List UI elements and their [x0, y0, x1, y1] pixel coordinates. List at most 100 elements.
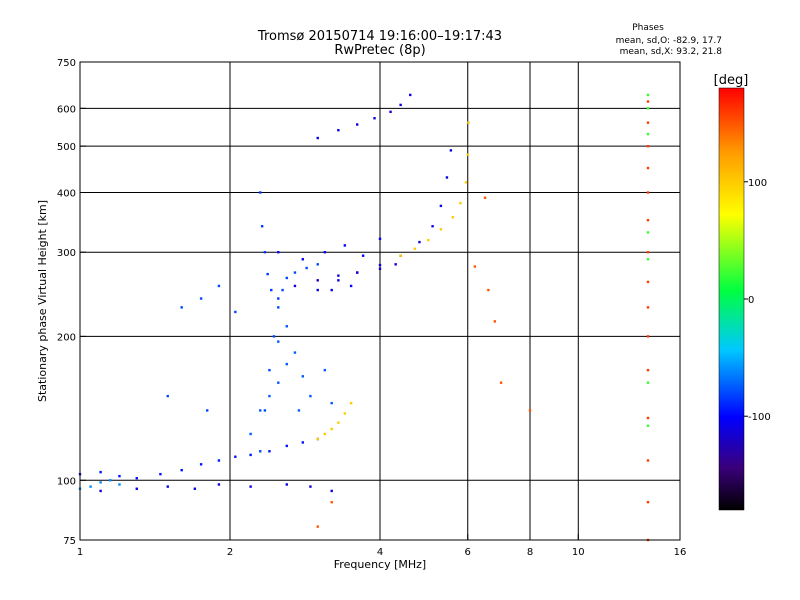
- y-axis-label: Stationary phase Virtual Height [km]: [36, 200, 49, 402]
- data-point: [646, 107, 650, 110]
- data-point: [330, 427, 333, 431]
- data-point: [487, 288, 490, 292]
- data-point: [293, 351, 297, 354]
- data-point: [135, 487, 138, 490]
- data-point: [166, 394, 169, 398]
- data-point: [217, 483, 221, 486]
- data-point: [99, 470, 102, 474]
- data-point: [277, 297, 280, 300]
- data-point: [646, 500, 650, 504]
- data-point: [646, 219, 650, 222]
- data-point: [413, 247, 417, 250]
- data-point: [285, 325, 288, 328]
- data-point: [439, 204, 443, 208]
- data-point: [646, 100, 650, 103]
- x-axis-label: Frequency [MHz]: [334, 558, 426, 571]
- data-point: [268, 450, 271, 453]
- data-point: [330, 401, 333, 405]
- colorbar-tick-label: -100: [748, 412, 771, 423]
- data-point: [646, 280, 650, 284]
- data-point: [316, 136, 319, 140]
- data-point: [301, 375, 305, 378]
- colorbar-tick-label: 0: [748, 295, 754, 306]
- y-tick-label: 75: [63, 536, 76, 547]
- data-point: [439, 228, 443, 231]
- data-point: [293, 284, 297, 288]
- data-point: [646, 306, 650, 309]
- stats-o-mode: mean, sd,O: -82.9, 17.7: [616, 36, 722, 46]
- data-point: [199, 463, 203, 466]
- data-point: [293, 271, 297, 274]
- data-point: [399, 254, 402, 257]
- data-point: [646, 459, 650, 462]
- data-point: [263, 409, 267, 412]
- data-point: [180, 468, 183, 472]
- data-point: [646, 231, 650, 234]
- data-point: [646, 424, 650, 428]
- data-point: [646, 251, 650, 254]
- data-point: [646, 381, 650, 384]
- y-tick-label: 400: [57, 188, 76, 199]
- x-tick-label: 4: [377, 547, 383, 558]
- data-point: [260, 225, 264, 228]
- data-point: [427, 238, 430, 242]
- data-point: [316, 263, 319, 266]
- colorbar-tick-label: 100: [748, 178, 767, 189]
- data-point: [316, 437, 319, 441]
- data-point: [473, 265, 477, 268]
- x-tick-label: 1: [77, 547, 83, 558]
- data-point: [109, 479, 112, 482]
- data-point: [281, 288, 284, 292]
- x-tick-label: 10: [572, 547, 585, 558]
- y-tick-label: 600: [57, 104, 76, 115]
- x-axis-ticks: 1 2 4 6 8 10 16: [77, 534, 687, 558]
- stats-heading: Phases: [632, 23, 664, 33]
- data-point: [316, 279, 319, 282]
- data-point: [418, 240, 421, 244]
- data-point: [646, 335, 650, 338]
- data-point: [399, 103, 402, 107]
- y-tick-label: 300: [57, 248, 76, 259]
- data-point: [451, 216, 455, 219]
- data-point: [330, 288, 333, 292]
- data-point: [378, 267, 382, 270]
- data-point: [301, 441, 305, 444]
- colorbar-label: [deg]: [714, 73, 749, 88]
- data-point: [389, 110, 392, 114]
- data-point: [270, 288, 273, 292]
- data-point: [464, 181, 468, 184]
- data-point: [89, 485, 92, 488]
- colorbar-ticks: 100 0 -100: [744, 178, 771, 423]
- y-tick-label: 100: [57, 476, 76, 487]
- data-point: [249, 485, 252, 488]
- data-point: [99, 489, 102, 493]
- data-point: [483, 196, 487, 199]
- data-point: [373, 117, 376, 120]
- data-point: [166, 485, 169, 488]
- data-point: [259, 409, 262, 412]
- y-tick-label: 200: [57, 332, 76, 343]
- data-point: [431, 225, 434, 228]
- data-point: [259, 450, 262, 453]
- data-point: [217, 284, 221, 288]
- data-point: [135, 477, 138, 480]
- data-point: [378, 237, 382, 241]
- data-point: [355, 271, 359, 274]
- chart-title: Tromsø 20150714 19:16:00–19:17:43: [257, 29, 502, 44]
- data-point: [323, 432, 327, 436]
- data-point: [159, 472, 162, 476]
- data-point: [277, 251, 280, 254]
- data-point: [409, 93, 412, 97]
- y-axis-ticks: 75 100 200 300 400 500 600 750: [57, 58, 86, 547]
- data-point: [646, 132, 650, 136]
- x-tick-label: 16: [674, 547, 687, 558]
- data-point: [234, 310, 237, 314]
- data-point: [467, 121, 470, 124]
- data-point: [285, 444, 288, 448]
- data-point: [459, 201, 462, 205]
- data-point: [266, 272, 269, 276]
- data-point: [277, 381, 280, 384]
- data-point: [337, 279, 340, 282]
- data-point: [249, 453, 252, 457]
- data-point: [309, 485, 312, 488]
